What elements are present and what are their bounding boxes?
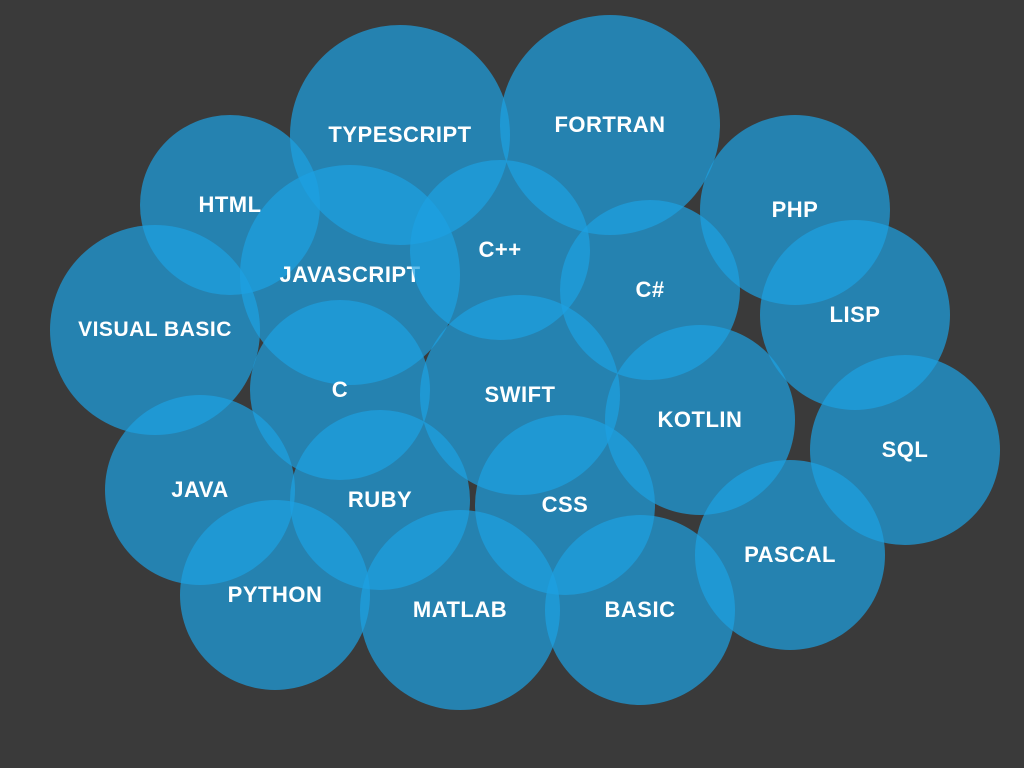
bubble-label: MATLAB	[413, 597, 507, 623]
bubble-label: SQL	[882, 437, 929, 463]
bubble-label: C#	[635, 277, 664, 303]
bubble-cloud-canvas: TYPESCRIPT FORTRAN HTML PHP JAVASCRIPT C++ C# V…	[0, 0, 1024, 768]
bubble-label: JAVASCRIPT	[279, 262, 420, 288]
bubble-basic: BASIC	[545, 515, 735, 705]
bubble-label: CSS	[542, 492, 589, 518]
bubble-matlab: MATLAB	[360, 510, 560, 710]
bubble-label: RUBY	[348, 487, 412, 513]
bubble-label: PHP	[772, 197, 819, 223]
bubble-label: BASIC	[605, 597, 676, 623]
bubble-label: SWIFT	[485, 382, 556, 408]
bubble-label: HTML	[198, 192, 261, 218]
bubble-label: C++	[478, 237, 521, 263]
bubble-label: FORTRAN	[554, 112, 665, 138]
bubble-python: PYTHON	[180, 500, 370, 690]
bubble-label: PYTHON	[228, 582, 323, 608]
bubble-label: PASCAL	[744, 542, 836, 568]
bubble-label: C	[332, 377, 348, 403]
bubble-label: JAVA	[171, 477, 228, 503]
bubble-label: KOTLIN	[658, 407, 743, 433]
bubble-label: VISUAL BASIC	[78, 318, 232, 342]
bubble-label: TYPESCRIPT	[328, 122, 471, 148]
bubble-label: LISP	[830, 302, 881, 328]
